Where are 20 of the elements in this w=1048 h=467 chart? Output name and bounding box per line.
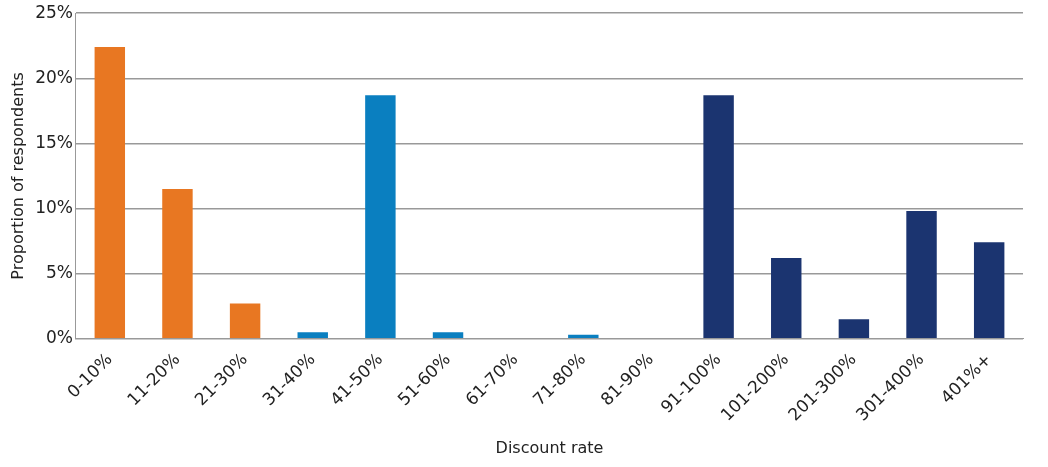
- bar: [94, 47, 126, 338]
- bar: [229, 303, 261, 338]
- bar: [771, 258, 802, 338]
- y-tick-label: 0%: [46, 327, 73, 348]
- x-axis-title: Discount rate: [495, 437, 604, 457]
- y-tick-label: 10%: [35, 196, 73, 217]
- y-axis-title: Proportion of respondents: [7, 72, 27, 280]
- bar: [973, 242, 1005, 338]
- bar: [703, 95, 734, 338]
- bar: [838, 319, 870, 338]
- y-tick-label: 20%: [35, 66, 73, 87]
- bar: [432, 332, 464, 338]
- bar: [162, 188, 193, 338]
- bar: [568, 334, 599, 338]
- bar: [906, 211, 937, 338]
- y-tick-label: 15%: [35, 131, 73, 152]
- y-tick-label: 5%: [46, 262, 73, 283]
- y-tick-label: 25%: [35, 1, 73, 22]
- bar: [365, 95, 396, 338]
- bar: [297, 332, 328, 338]
